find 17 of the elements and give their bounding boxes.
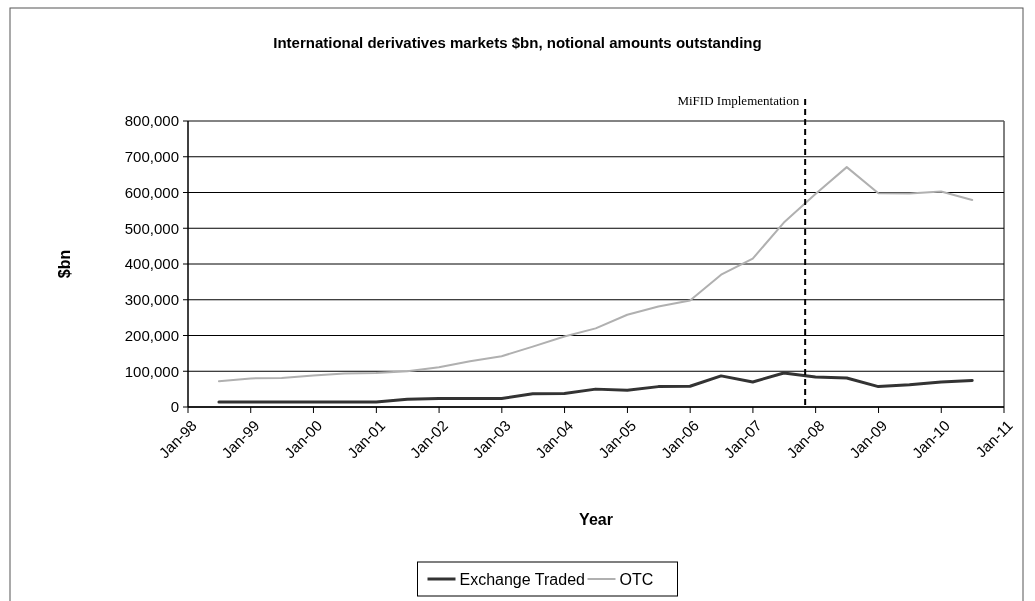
line-series bbox=[217, 371, 974, 404]
chart-title: International derivatives markets $bn, notional amounts outstanding bbox=[273, 34, 762, 51]
y-axis-title: $bn bbox=[56, 249, 73, 279]
legend-label: OTC bbox=[619, 570, 654, 588]
line-series bbox=[217, 166, 974, 383]
y-tick-label: 600,000 bbox=[124, 183, 179, 201]
y-tick-label: 700,000 bbox=[124, 148, 179, 165]
y-tick-label: 0 bbox=[170, 398, 179, 416]
y-tick-label: 200,000 bbox=[124, 326, 179, 344]
legend-label: Exchange Traded bbox=[459, 570, 585, 588]
y-tick-label: 100,000 bbox=[124, 362, 179, 380]
y-tick-label: 300,000 bbox=[124, 291, 179, 308]
x-axis-title: Year bbox=[579, 511, 613, 528]
y-tick-label: 400,000 bbox=[124, 255, 179, 273]
y-tick-label: 800,000 bbox=[124, 112, 179, 130]
ref-line-label: MiFID Implementation bbox=[677, 93, 800, 108]
y-tick-label: 500,000 bbox=[124, 219, 179, 237]
